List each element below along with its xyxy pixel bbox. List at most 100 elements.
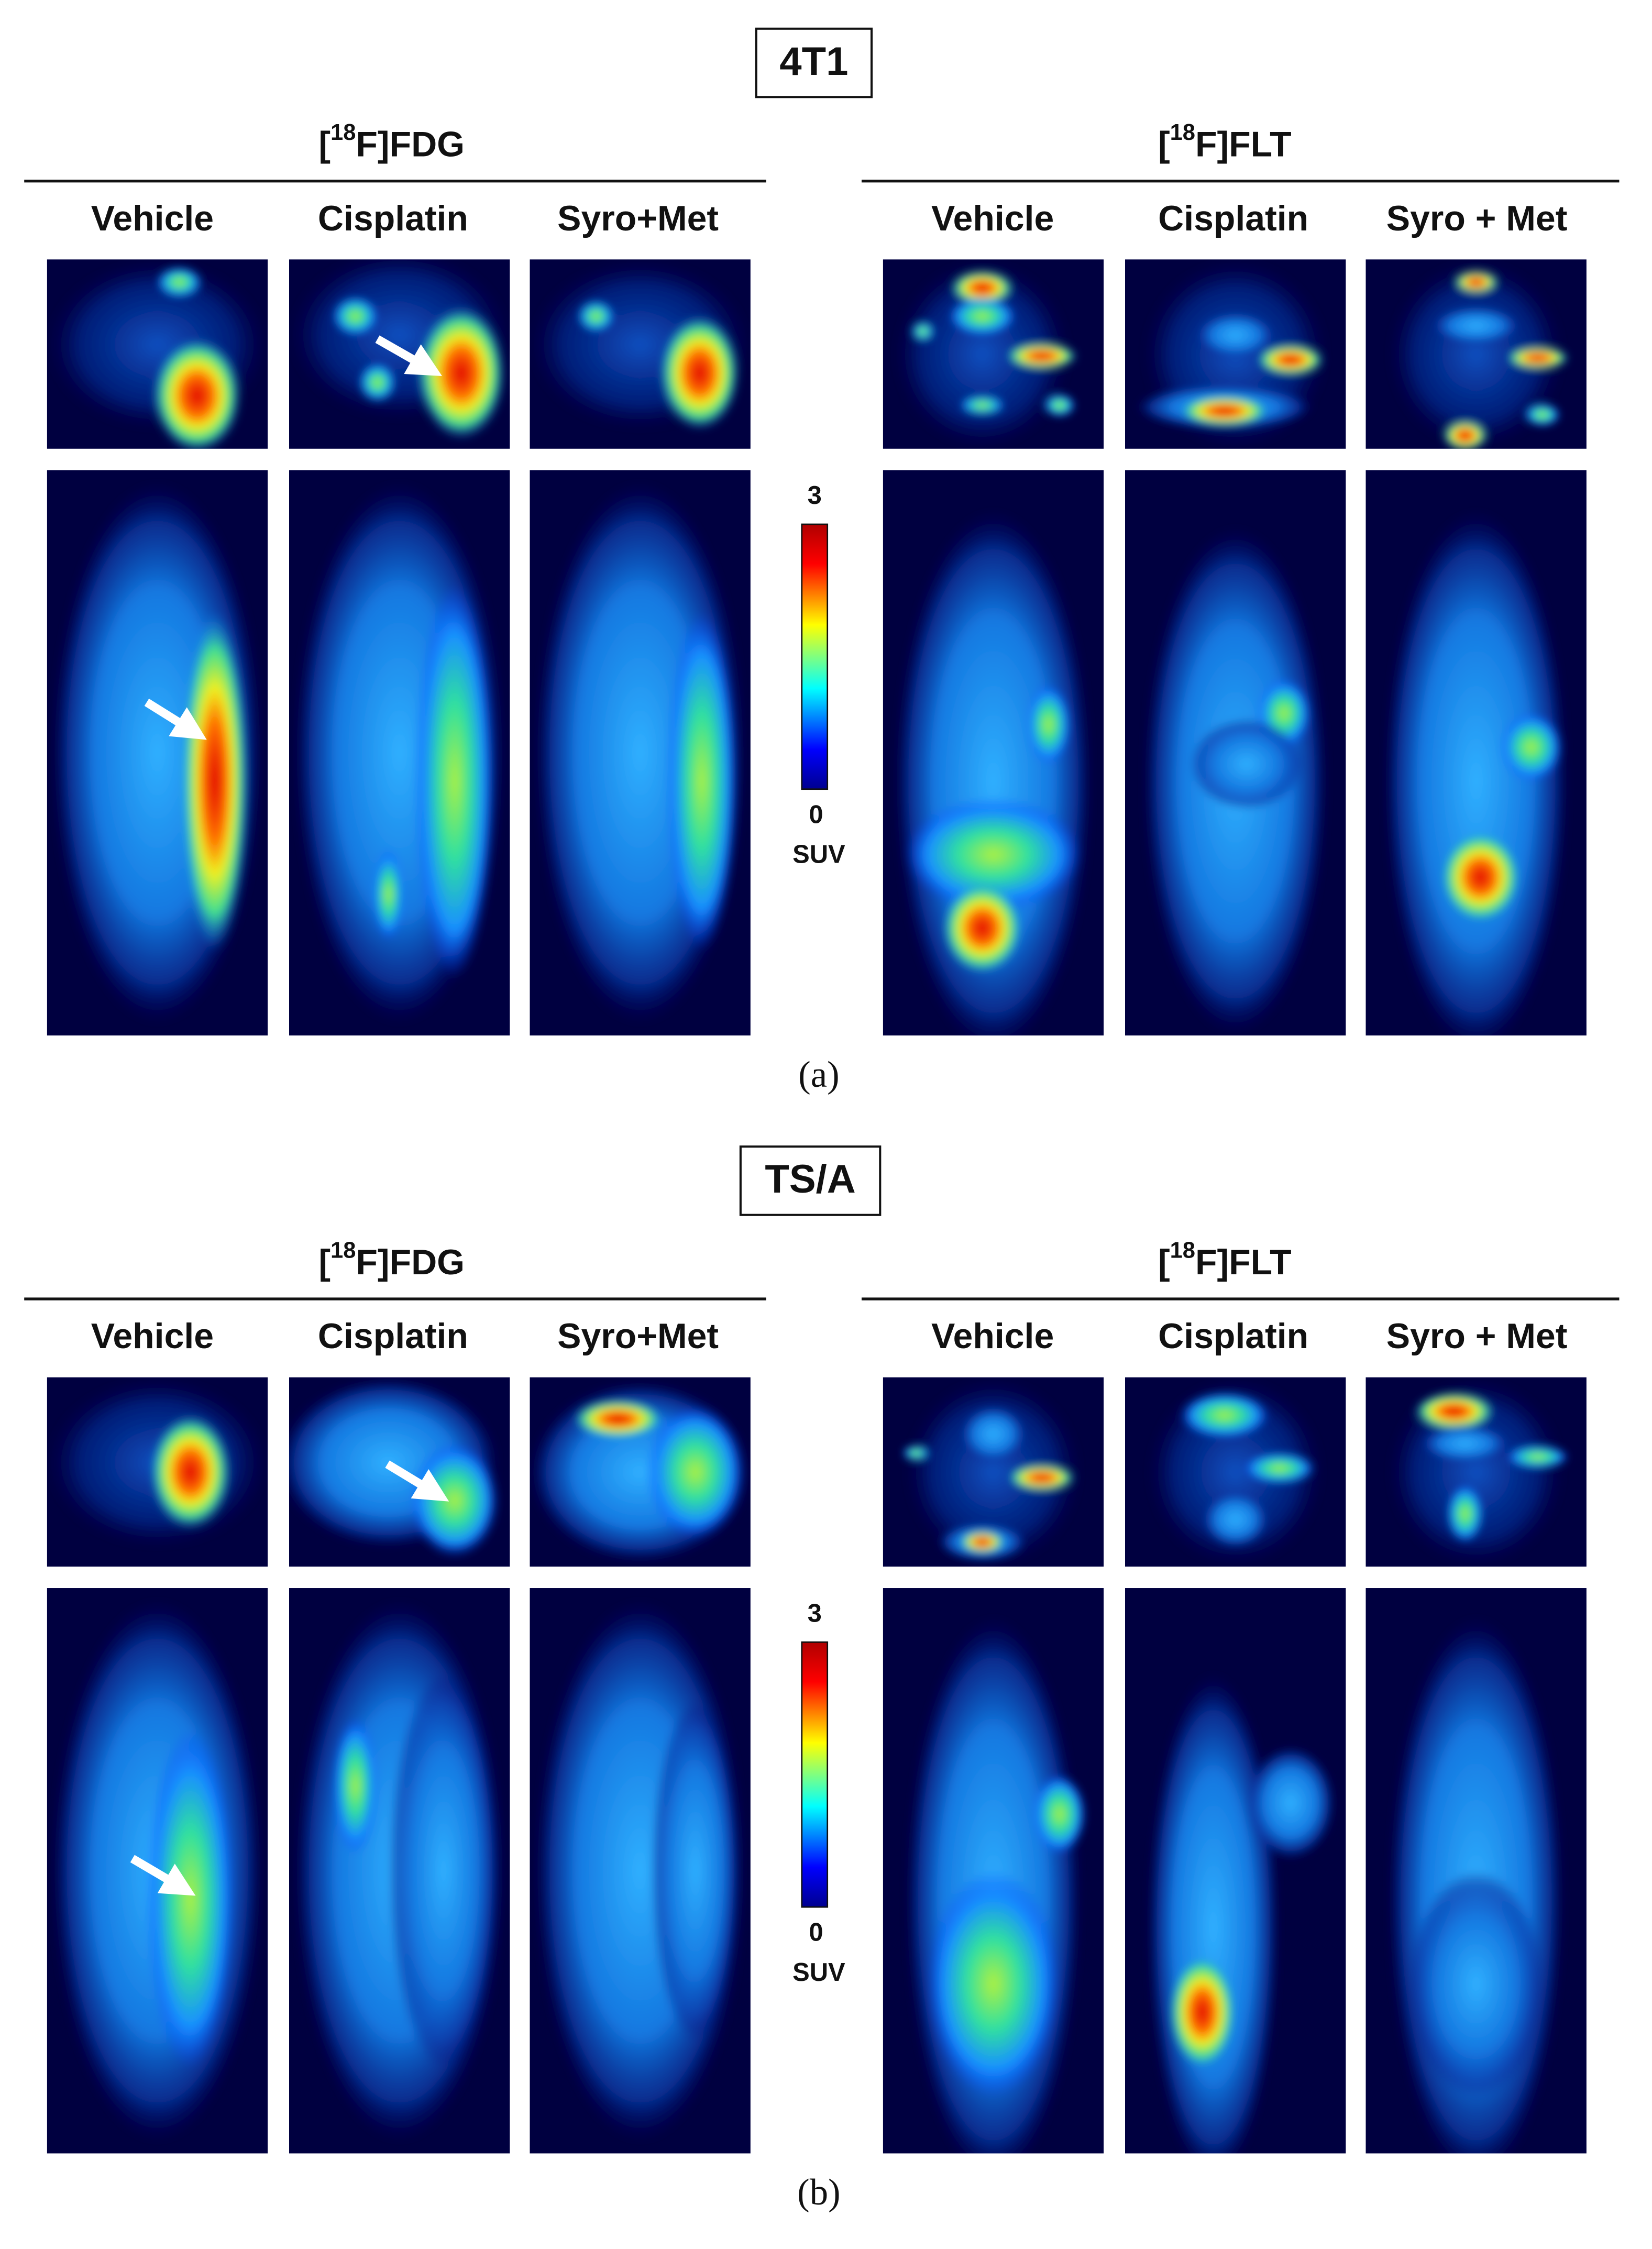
panel-caption: (b) <box>797 2172 840 2213</box>
uptake-region <box>1420 1425 1510 1463</box>
uptake-region <box>1008 1464 1075 1491</box>
pet-image <box>47 470 268 1036</box>
uptake-region <box>415 583 494 979</box>
pet-image <box>1125 1588 1346 2154</box>
pet-image <box>47 259 268 449</box>
uptake-region <box>1447 1485 1483 1542</box>
column-label: Cisplatin <box>1158 1316 1308 1356</box>
uptake <box>534 481 746 1024</box>
uptake-region <box>651 1701 740 2041</box>
uptake <box>1383 510 1569 1036</box>
pet-image <box>883 470 1104 1036</box>
uptake-region <box>666 611 737 951</box>
uptake-region <box>949 297 1016 335</box>
uptake-region <box>1026 685 1071 764</box>
uptake <box>1147 1377 1324 1567</box>
uptake-region <box>373 848 404 940</box>
uptake-region <box>1180 1392 1269 1438</box>
uptake <box>289 259 510 439</box>
pet-image <box>1125 259 1346 449</box>
uptake-region <box>1033 1774 1086 1854</box>
uptake-region <box>660 316 740 430</box>
pet-image <box>530 470 751 1036</box>
uptake-region <box>1191 719 1302 810</box>
uptake <box>905 1616 1086 2154</box>
uptake-region <box>1431 306 1521 345</box>
uptake-region <box>417 306 505 439</box>
pet-image <box>289 259 510 449</box>
tracer-part: 18 <box>331 1238 356 1263</box>
colorbar <box>801 523 829 790</box>
uptake-region <box>1507 346 1569 369</box>
pet-image <box>47 1377 268 1567</box>
column-label: Vehicle <box>91 199 214 238</box>
pet-image <box>883 1377 1104 1567</box>
uptake-region <box>574 1400 663 1438</box>
uptake-region <box>1180 395 1269 426</box>
uptake <box>47 259 268 449</box>
colorbar-unit: SUV <box>792 840 845 868</box>
pet-image <box>1365 1588 1587 2154</box>
uptake-region <box>911 322 934 341</box>
tracer-part: 18 <box>331 120 356 145</box>
uptake-region <box>1006 343 1077 369</box>
pet-image <box>530 1377 751 1567</box>
colorbar-max: 3 <box>808 1600 822 1628</box>
uptake-region <box>1246 1746 1335 1860</box>
tracer-part: [ <box>1158 1242 1170 1282</box>
uptake <box>47 1377 268 1548</box>
arrow <box>375 335 443 377</box>
uptake-region <box>960 1405 1027 1463</box>
tracer-part: F]FDG <box>356 1242 465 1282</box>
colorbar-max: 3 <box>808 481 822 510</box>
column-label: Cisplatin <box>318 1316 468 1356</box>
uptake-region <box>1244 1453 1315 1484</box>
pet-image <box>1365 1377 1587 1567</box>
tracer-part: [ <box>318 1242 331 1282</box>
tracer-heading: [18F]FLT <box>1158 1238 1292 1282</box>
uptake-region <box>1454 270 1499 294</box>
uptake-region <box>1524 403 1560 426</box>
uptake-region <box>146 1729 235 2069</box>
panel-label: 4T1 <box>779 39 848 84</box>
uptake <box>1387 1616 1565 2154</box>
colorbar-min: 0 <box>809 1919 823 1947</box>
uptake-region <box>1195 312 1275 358</box>
uptake-region <box>388 1672 499 2069</box>
uptake-region <box>333 1718 378 1854</box>
pet-image <box>1365 259 1587 449</box>
uptake-region <box>894 259 1071 449</box>
colorbar-unit: SUV <box>792 1958 845 1987</box>
uptake <box>530 259 751 430</box>
column-label: Cisplatin <box>318 199 468 238</box>
column-label: Syro+Met <box>557 1316 719 1356</box>
uptake-region <box>894 510 1093 1036</box>
uptake <box>534 1599 746 2142</box>
tracer-part: F]FDG <box>356 124 465 164</box>
uptake <box>293 481 505 1024</box>
uptake-region <box>1387 259 1565 449</box>
uptake-region <box>1169 1955 1236 2069</box>
pet-image <box>1125 1377 1346 1567</box>
uptake <box>289 1377 499 1558</box>
tracer-part: [ <box>1158 124 1170 164</box>
uptake <box>530 1381 751 1563</box>
tracer-heading: [18F]FDG <box>318 1238 465 1282</box>
panel-caption: (a) <box>798 1054 839 1095</box>
tracer-part: [ <box>318 124 331 164</box>
uptake-region <box>951 270 1014 305</box>
pet-image <box>530 1588 751 2154</box>
uptake-region <box>905 1377 1082 1567</box>
uptake-region <box>1440 832 1521 923</box>
arrow <box>130 1855 196 1896</box>
uptake <box>293 1599 505 2142</box>
uptake <box>1147 1673 1335 2154</box>
uptake-region <box>410 1443 499 1558</box>
column-label: Vehicle <box>91 1316 214 1356</box>
uptake <box>1136 259 1328 449</box>
label-box <box>739 1145 882 1216</box>
uptake-region <box>905 798 1082 911</box>
column-label: Cisplatin <box>1158 199 1308 238</box>
